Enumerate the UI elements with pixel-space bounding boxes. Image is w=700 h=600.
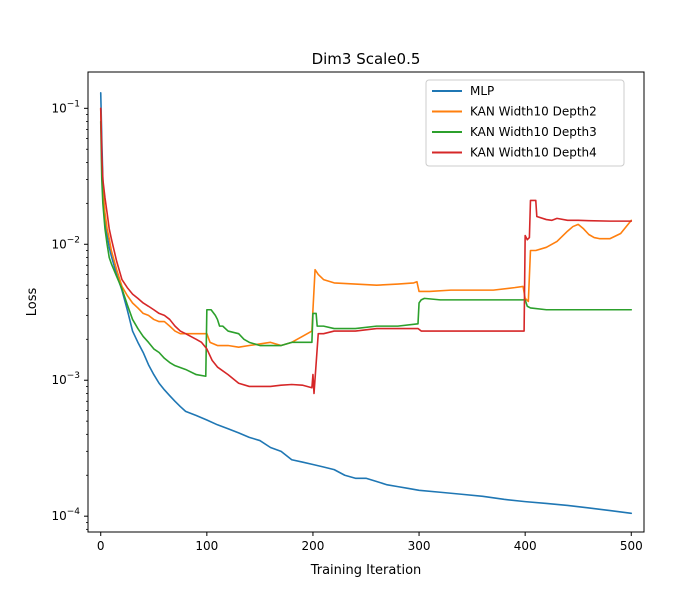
series-line-0	[99, 92, 633, 515]
x-tick-label: 300	[408, 539, 431, 553]
series-line-2	[99, 120, 633, 378]
x-tick-label: 0	[97, 539, 105, 553]
series-layer	[99, 92, 633, 515]
x-tick-label: 500	[620, 539, 643, 553]
x-tick-label: 200	[301, 539, 324, 553]
legend-items: MLP KAN Width10 Depth2 KAN Width10 Depth3 K…	[432, 84, 597, 160]
legend-frame	[425, 79, 625, 167]
y-axis: 10−410−310−210−1	[51, 99, 88, 530]
legend: MLP KAN Width10 Depth2 KAN Width10 Depth3 K…	[425, 79, 625, 167]
y-axis-title: Loss	[25, 288, 40, 317]
y-tick-exponent: −2	[67, 235, 80, 245]
series-line-3	[99, 107, 633, 395]
legend-label: KAN Width10 Depth3	[470, 125, 597, 139]
chart-title: Dim3 Scale0.5	[312, 50, 421, 68]
legend-label: KAN Width10 Depth4	[470, 146, 597, 160]
y-tick-exponent: −3	[67, 371, 80, 381]
x-tick-label: 100	[195, 539, 218, 553]
x-axis-title: Training Iteration	[310, 563, 422, 578]
plot-area	[87, 71, 645, 533]
y-tick-exponent: −1	[67, 99, 80, 109]
x-axis: 0 100 200 300 400 500	[97, 532, 643, 553]
x-tick-label: 400	[514, 539, 537, 553]
legend-label: MLP	[470, 84, 494, 98]
plot-frame	[87, 71, 645, 533]
legend-label: KAN Width10 Depth2	[470, 105, 597, 119]
y-tick-exponent: −4	[67, 507, 81, 517]
